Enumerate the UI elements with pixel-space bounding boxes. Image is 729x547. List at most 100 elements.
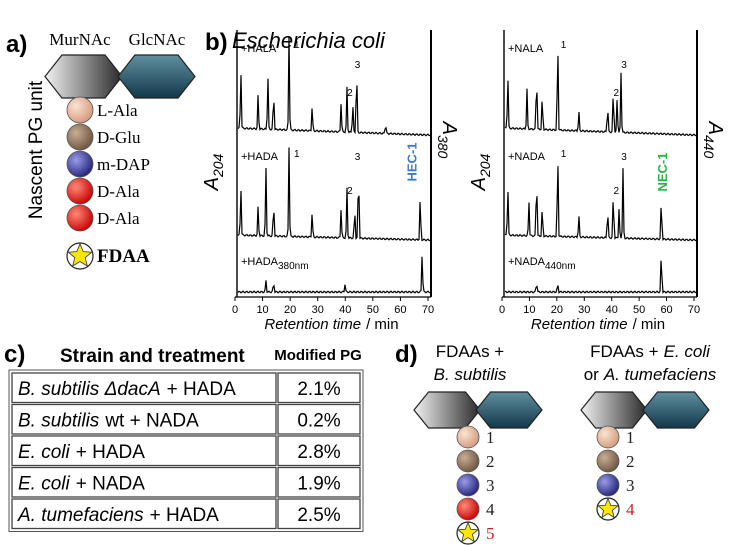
residue-label: D-Ala	[97, 182, 140, 201]
residue	[66, 150, 94, 178]
table-cell	[11, 498, 277, 530]
y-axis-label: A	[201, 177, 223, 191]
x-tick-label: 40	[606, 304, 618, 316]
table-header: Modified PG	[274, 347, 362, 364]
table-text: E. coli + HADA	[18, 442, 145, 463]
residue-number: 4	[626, 500, 635, 519]
x-tick-label: 20	[551, 304, 563, 316]
x-tick-label: 10	[256, 304, 268, 316]
table-cell	[11, 466, 277, 498]
x-tick-label: 50	[367, 304, 379, 316]
treatment: + HADA	[76, 442, 145, 463]
peak-label: 2	[614, 88, 620, 99]
residue	[596, 425, 620, 449]
probe-star	[457, 521, 479, 543]
x-axis-unit: / min	[633, 316, 666, 333]
y-axis-label: A204	[201, 153, 226, 191]
x-tick-label: 70	[688, 304, 700, 316]
peak-label: 1	[294, 149, 300, 160]
sugar-label: MurNAc	[49, 30, 111, 49]
sugar-hexagon	[475, 391, 543, 429]
table-text: B. subtilis wt + NADA	[18, 411, 199, 432]
peak-label: 3	[621, 152, 627, 163]
modified-pg: 1.9%	[297, 474, 340, 495]
column-header: or A. tumefaciens	[584, 365, 717, 384]
residue	[456, 497, 480, 521]
residue-number: 1	[626, 428, 635, 447]
peak-label: 2	[347, 186, 353, 197]
trace-label: +NADA	[508, 256, 546, 268]
y2-axis-label-sub: 380	[435, 135, 451, 159]
modified-pg: 2.1%	[297, 379, 340, 400]
trace-label: +NALA	[508, 43, 544, 55]
x-tick-label: 30	[578, 304, 590, 316]
column-header: FDAAs + E. coli	[590, 342, 711, 361]
residue-number: 3	[486, 476, 495, 495]
y-axis-label: A	[468, 177, 490, 191]
x-tick-label: 20	[284, 304, 296, 316]
treatment: wt + NADA	[104, 411, 199, 432]
y2-axis-label: A440	[701, 121, 726, 159]
residue	[596, 473, 620, 497]
x-tick-label: 30	[312, 304, 324, 316]
sugar-hexagon	[413, 391, 481, 429]
y2-axis-label-sub: 440	[701, 135, 717, 159]
residue-label: D-Ala	[97, 209, 140, 228]
trace-label: +NALA	[508, 43, 544, 55]
x-axis-label: Retention time	[531, 316, 628, 333]
y2-axis-label: A	[438, 121, 460, 135]
x-tick-label: 0	[232, 304, 238, 316]
table-text: E. coli + NADA	[18, 474, 145, 495]
column-header: B. subtilis	[434, 365, 507, 384]
organism: B. subtilis	[18, 411, 100, 432]
product-label: HEC-1	[404, 142, 419, 181]
treatment: + NADA	[76, 474, 145, 495]
residue	[456, 425, 480, 449]
chromatogram-trace	[504, 260, 697, 295]
treatment: + HADA	[167, 379, 236, 400]
peak-label: 3	[355, 152, 361, 163]
y-axis-label-sub: 204	[477, 153, 493, 178]
peak-label: 2	[614, 186, 620, 197]
x-axis-label: Retention time / min	[531, 316, 665, 333]
x-tick-label: 70	[422, 304, 434, 316]
residue-number: 5	[486, 524, 495, 543]
probe-star	[67, 242, 93, 267]
residue	[596, 449, 620, 473]
panel-label: d)	[395, 341, 418, 368]
residue-label: m-DAP	[97, 155, 150, 174]
x-tick-label: 40	[339, 304, 351, 316]
x-axis-label: Retention time / min	[264, 316, 398, 333]
product-label: NEC-1	[655, 152, 670, 191]
residue-label: L-Ala	[97, 101, 138, 120]
peak-label: 3	[355, 60, 361, 71]
x-tick-label: 0	[499, 304, 505, 316]
residue	[456, 473, 480, 497]
chromatogram-trace	[237, 147, 431, 242]
sugar-hexagon	[642, 391, 710, 429]
sugar-hexagon	[44, 54, 123, 99]
modified-pg: 2.8%	[297, 442, 340, 463]
residue-number: 2	[486, 452, 495, 471]
chromatogram-trace	[504, 166, 697, 242]
table-cell	[11, 372, 277, 404]
trace-label: +HALA	[241, 43, 277, 55]
sugar-label: GlcNAc	[129, 30, 186, 49]
trace-label: +HADA	[241, 151, 279, 163]
residue-number: 3	[626, 476, 635, 495]
sugar-hexagon	[117, 54, 196, 99]
residue-number: 1	[486, 428, 495, 447]
trace-label: +HADA	[241, 151, 279, 163]
organism: E. coli	[18, 474, 71, 495]
residue	[66, 177, 94, 205]
residue	[66, 123, 94, 151]
y-axis-label: A204	[468, 153, 493, 191]
trace-label: +NADA	[508, 151, 546, 163]
y2-axis-label: A380	[435, 121, 460, 159]
panel-label: c)	[4, 341, 25, 368]
residue	[456, 449, 480, 473]
table-cell	[11, 435, 277, 467]
residue-number: 4	[486, 500, 495, 519]
chromatogram-trace	[237, 36, 431, 137]
